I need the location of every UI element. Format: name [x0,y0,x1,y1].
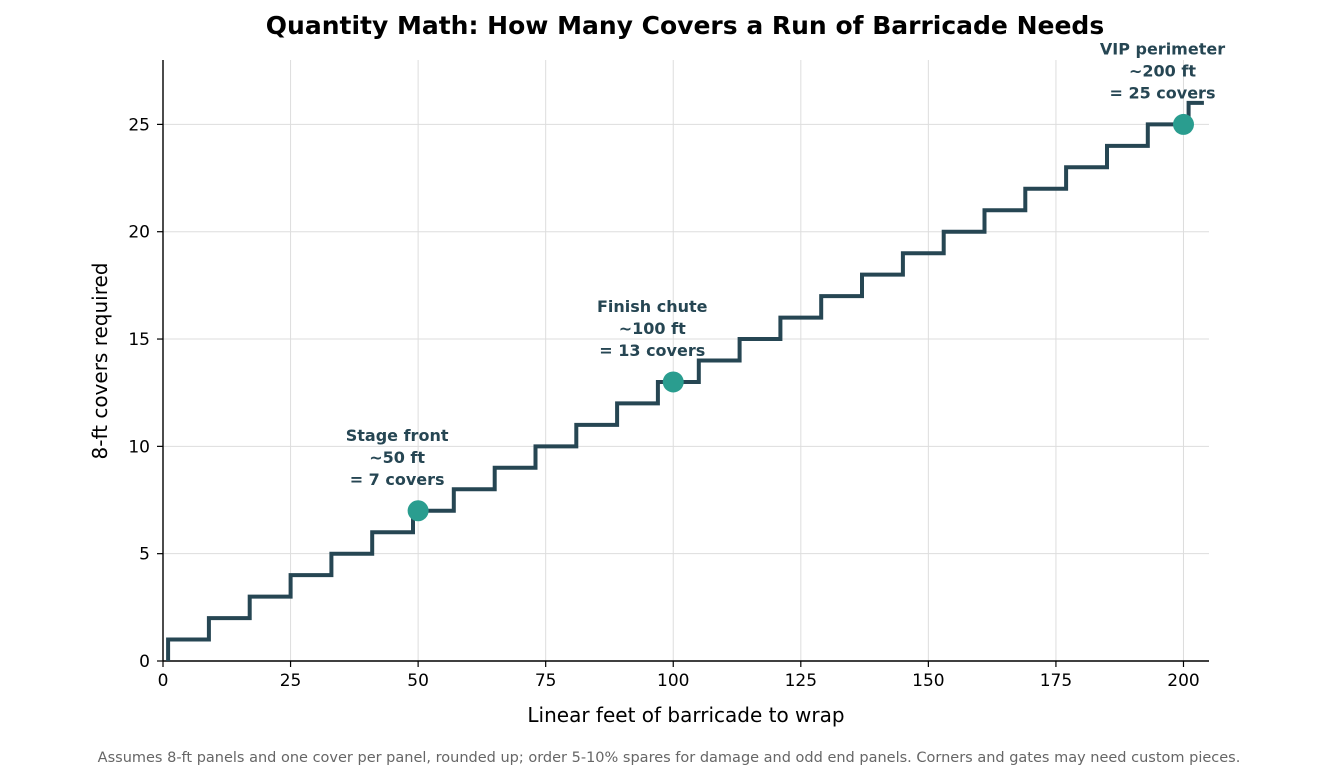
y-tick-label: 15 [128,330,150,350]
footnote: Assumes 8-ft panels and one cover per pa… [98,750,1241,766]
y-tick-label: 10 [128,437,150,457]
axes [162,60,1209,662]
annotation-2-line-3: = 13 covers [599,341,705,360]
annotations: Stage front ~50 ft = 7 covers Finish chute ~… [346,39,1225,488]
annotation-1-line-2: ~50 ft [369,448,425,467]
chart-title: Quantity Math: How Many Covers a Run of … [266,11,1104,40]
annotation-2-line-2: ~100 ft [619,319,686,338]
highlight-point-2 [662,371,684,393]
highlight-markers [407,113,1194,522]
x-tick-label: 125 [785,671,817,691]
x-tick-label: 100 [657,671,689,691]
x-tick-label: 200 [1167,671,1199,691]
annotation-3-line-3: = 25 covers [1109,83,1215,102]
x-axis-ticks: 0 25 50 75 100 125 150 175 200 [158,661,1200,691]
y-tick-label: 5 [139,545,150,565]
annotation-3-line-2: ~200 ft [1129,61,1196,80]
x-tick-label: 175 [1040,671,1072,691]
y-tick-label: 20 [128,223,150,243]
highlight-point-1 [407,500,429,522]
annotation-1-line-3: = 7 covers [350,470,445,489]
y-axis-ticks: 0 5 10 15 20 25 [128,115,163,672]
annotation-1-line-1: Stage front [346,426,449,445]
series-step-line [166,100,1204,661]
x-tick-label: 0 [158,671,169,691]
y-axis-label: 8-ft covers required [88,262,112,459]
x-axis-label: Linear feet of barricade to wrap [527,703,844,727]
grid [162,60,1209,662]
y-tick-label: 0 [139,652,150,672]
x-tick-label: 75 [535,671,557,691]
highlight-point-3 [1172,113,1194,135]
x-tick-label: 150 [912,671,944,691]
x-tick-label: 50 [407,671,429,691]
annotation-2-line-1: Finish chute [597,297,708,316]
annotation-3-line-1: VIP perimeter [1100,39,1225,58]
y-tick-label: 25 [128,115,150,135]
x-tick-label: 25 [280,671,302,691]
